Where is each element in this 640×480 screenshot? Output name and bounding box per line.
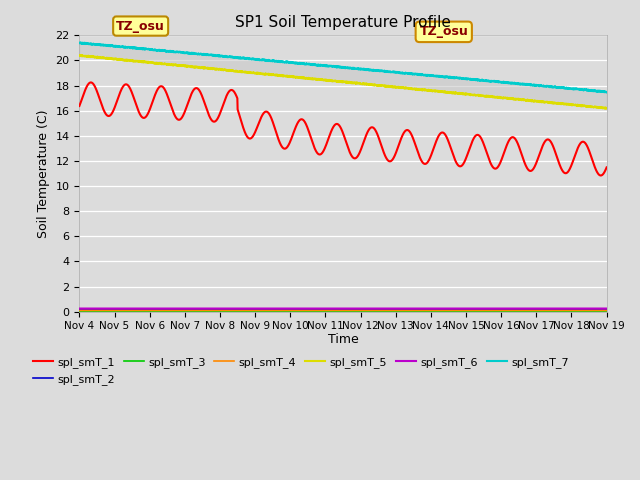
spl_smT_7 [332, 63, 340, 69]
spl_smT_2 [603, 307, 611, 312]
Text: TZ_osu: TZ_osu [419, 25, 468, 38]
spl_smT_2 [332, 307, 340, 312]
spl_smT_6 [491, 306, 499, 312]
spl_smT_3 [603, 308, 611, 314]
Line: spl_smT_7: spl_smT_7 [79, 42, 607, 92]
spl_smT_7 [102, 42, 110, 48]
spl_smT_6 [76, 306, 83, 312]
spl_smT_2 [491, 307, 499, 312]
spl_smT_4 [588, 308, 595, 313]
spl_smT_4 [102, 308, 110, 313]
spl_smT_6 [102, 306, 110, 312]
spl_smT_3 [588, 308, 595, 314]
spl_smT_3 [318, 308, 326, 314]
spl_smT_7 [76, 39, 84, 45]
spl_smT_1 [603, 165, 611, 170]
spl_smT_1 [332, 121, 340, 127]
Title: SP1 Soil Temperature Profile: SP1 Soil Temperature Profile [235, 15, 451, 30]
X-axis label: Time: Time [328, 333, 358, 346]
spl_smT_3 [332, 308, 340, 314]
spl_smT_1 [588, 154, 595, 160]
spl_smT_4 [491, 308, 499, 313]
spl_smT_5 [602, 106, 610, 111]
spl_smT_7 [603, 89, 611, 95]
spl_smT_4 [318, 308, 326, 313]
spl_smT_7 [76, 40, 83, 46]
spl_smT_2 [588, 307, 595, 312]
Line: spl_smT_5: spl_smT_5 [79, 55, 607, 108]
spl_smT_4 [588, 308, 595, 313]
spl_smT_5 [603, 106, 611, 111]
spl_smT_2 [318, 307, 326, 312]
spl_smT_1 [87, 80, 95, 85]
spl_smT_2 [588, 307, 595, 312]
spl_smT_1 [76, 103, 83, 109]
spl_smT_4 [603, 308, 611, 313]
spl_smT_1 [102, 112, 110, 118]
spl_smT_3 [588, 308, 595, 314]
spl_smT_1 [588, 155, 595, 161]
spl_smT_1 [491, 166, 499, 171]
spl_smT_5 [318, 76, 326, 82]
spl_smT_5 [102, 55, 110, 61]
spl_smT_3 [102, 308, 110, 314]
spl_smT_5 [491, 95, 499, 100]
Line: spl_smT_1: spl_smT_1 [79, 83, 607, 176]
spl_smT_5 [332, 79, 340, 84]
spl_smT_4 [332, 308, 340, 313]
spl_smT_6 [588, 306, 595, 312]
spl_smT_7 [588, 87, 595, 93]
spl_smT_6 [588, 306, 595, 312]
spl_smT_6 [603, 306, 611, 312]
spl_smT_5 [76, 53, 83, 59]
spl_smT_5 [588, 104, 595, 109]
spl_smT_4 [76, 308, 83, 313]
spl_smT_3 [76, 308, 83, 314]
spl_smT_7 [491, 79, 499, 84]
spl_smT_1 [318, 150, 326, 156]
Text: TZ_osu: TZ_osu [116, 20, 165, 33]
spl_smT_7 [318, 63, 326, 69]
spl_smT_2 [102, 307, 110, 312]
spl_smT_7 [588, 88, 595, 94]
spl_smT_6 [332, 306, 340, 312]
spl_smT_1 [597, 173, 605, 179]
spl_smT_6 [318, 306, 326, 312]
spl_smT_5 [76, 52, 83, 58]
spl_smT_2 [76, 307, 83, 312]
Y-axis label: Soil Temperature (C): Soil Temperature (C) [37, 109, 50, 238]
spl_smT_3 [491, 308, 499, 314]
Legend: spl_smT_1, spl_smT_2, spl_smT_3, spl_smT_4, spl_smT_5, spl_smT_6, spl_smT_7: spl_smT_1, spl_smT_2, spl_smT_3, spl_smT… [28, 353, 573, 389]
spl_smT_5 [588, 104, 595, 110]
